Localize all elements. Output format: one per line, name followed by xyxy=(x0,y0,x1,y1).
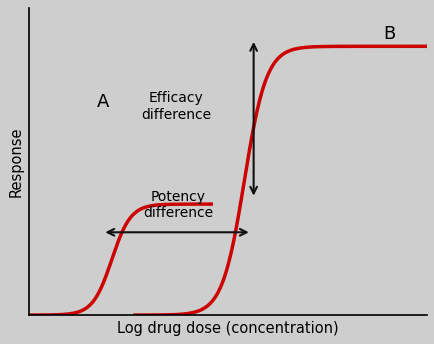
Text: B: B xyxy=(382,25,394,43)
X-axis label: Log drug dose (concentration): Log drug dose (concentration) xyxy=(117,321,338,336)
Text: Potency
difference: Potency difference xyxy=(143,190,213,220)
Text: Efficacy
difference: Efficacy difference xyxy=(141,92,210,121)
Y-axis label: Response: Response xyxy=(8,127,23,197)
Text: A: A xyxy=(96,93,108,110)
